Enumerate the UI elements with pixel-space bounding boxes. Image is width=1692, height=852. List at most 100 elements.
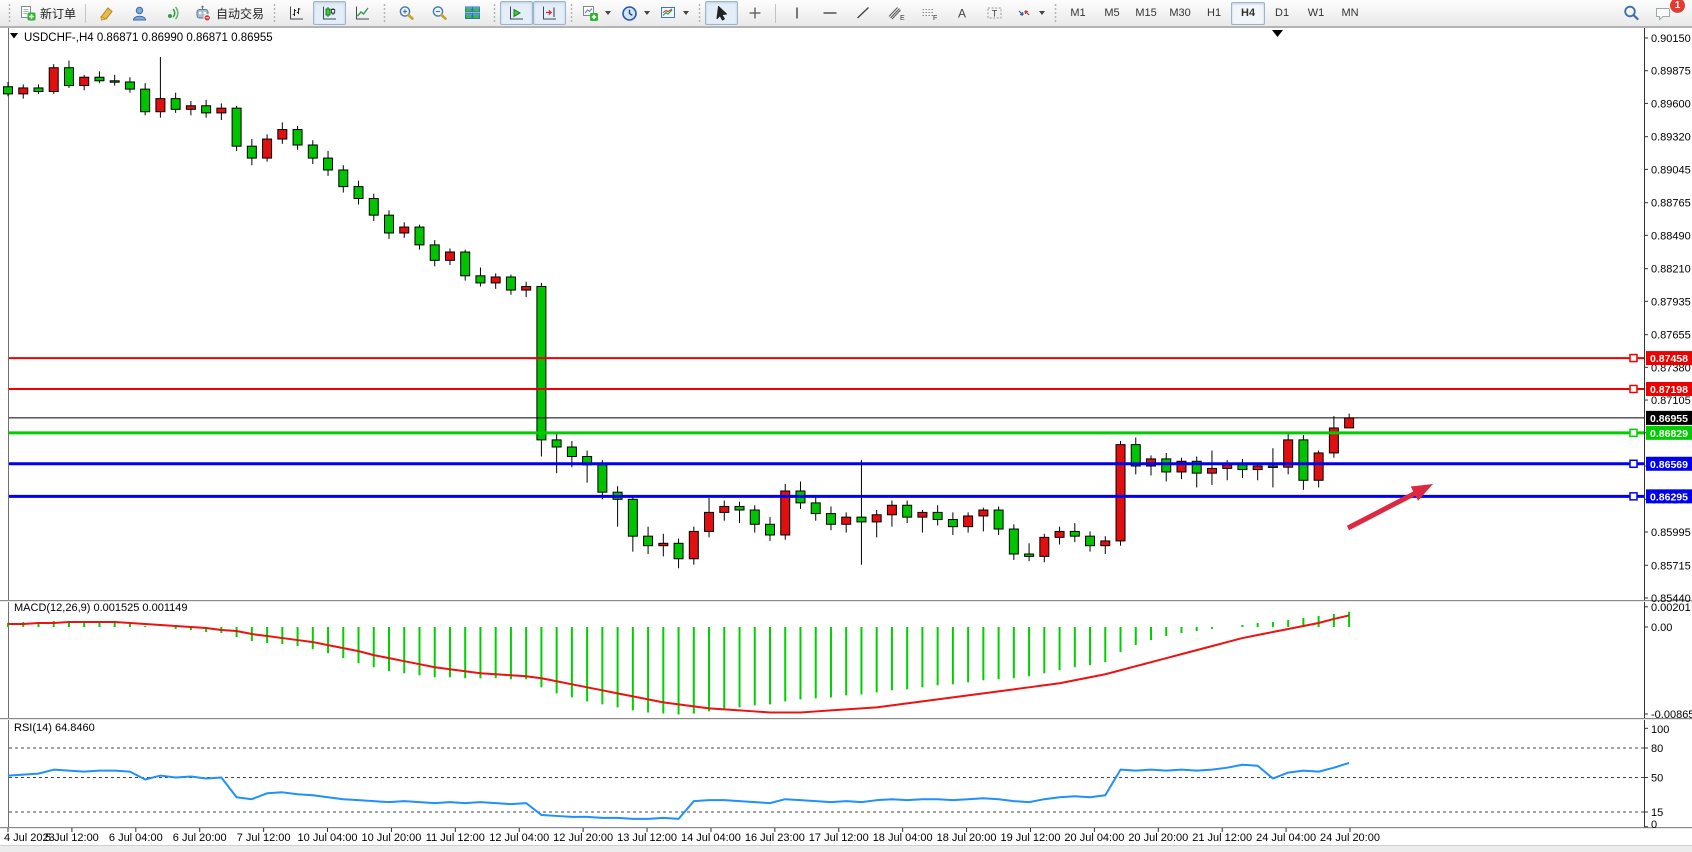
periods-dropdown[interactable]	[616, 1, 655, 25]
svg-text:USDCHF-,H4 0.86871 0.86990 0.: USDCHF-,H4 0.86871 0.86990 0.86871 0.869…	[24, 32, 273, 44]
period-button-MN[interactable]: MN	[1341, 7, 1359, 19]
bar-chart-icon	[288, 5, 305, 21]
svg-text:0.88210: 0.88210	[1651, 264, 1691, 276]
period-button-M30[interactable]: M30	[1169, 7, 1191, 19]
trader-icon	[131, 5, 148, 22]
search-button[interactable]	[1614, 1, 1647, 25]
svg-text:0.86829: 0.86829	[1650, 428, 1688, 440]
svg-text:T: T	[991, 9, 997, 19]
candlestick-chart-icon	[321, 5, 338, 21]
svg-text:50: 50	[1651, 773, 1663, 785]
period-button-H4[interactable]: H4	[1231, 1, 1266, 25]
svg-text:0.87380: 0.87380	[1651, 362, 1691, 374]
equidistant-channel-button[interactable]: E	[879, 1, 912, 25]
indicators-dropdown[interactable]	[577, 1, 616, 25]
svg-text:12 Jul 20:00: 12 Jul 20:00	[553, 832, 613, 844]
svg-text:0.87935: 0.87935	[1651, 296, 1691, 308]
svg-text:0.85715: 0.85715	[1651, 560, 1691, 572]
quote-header: USDCHF-,H4 0.86871 0.86990 0.86871 0.869…	[10, 32, 273, 44]
toolbar-grip	[492, 4, 498, 22]
new-order-label: 新订单	[40, 6, 77, 21]
svg-text:0.85995: 0.85995	[1651, 527, 1691, 539]
svg-text:17 Jul 12:00: 17 Jul 12:00	[809, 832, 869, 844]
svg-text:5 Jul 12:00: 5 Jul 12:00	[45, 832, 99, 844]
svg-text:-0.008654: -0.008654	[1651, 709, 1692, 721]
line-chart-button[interactable]	[346, 1, 379, 25]
svg-text:0.87105: 0.87105	[1651, 395, 1691, 407]
vertical-line-button[interactable]	[780, 1, 813, 25]
chart-shift-button[interactable]	[533, 1, 567, 25]
autotrading-button[interactable]: 自动交易	[189, 1, 269, 25]
macd-indicator-panel: MACD(12,26,9) 0.001525 0.001149 0.00201 0.…	[7, 602, 1692, 721]
templates-dropdown[interactable]	[655, 1, 694, 25]
toolbar-grip	[1053, 4, 1059, 22]
svg-text:0.90150: 0.90150	[1651, 33, 1691, 45]
dropdown-caret-icon	[683, 11, 690, 15]
svg-text:0.89045: 0.89045	[1651, 164, 1691, 176]
svg-text:0.89600: 0.89600	[1651, 98, 1691, 110]
crosshair-icon	[747, 5, 763, 21]
svg-text:21 Jul 12:00: 21 Jul 12:00	[1192, 832, 1252, 844]
price-badge: 0.87458	[1646, 351, 1692, 366]
auto-scroll-button[interactable]	[500, 1, 534, 25]
window-bottom-edge	[0, 845, 1692, 852]
fibonacci-button[interactable]: F	[912, 1, 945, 25]
zoom-out-button[interactable]	[423, 1, 456, 25]
search-icon	[1622, 4, 1640, 22]
svg-text:15: 15	[1651, 807, 1663, 819]
svg-text:10 Jul 20:00: 10 Jul 20:00	[361, 832, 421, 844]
svg-text:24 Jul 04:00: 24 Jul 04:00	[1256, 832, 1316, 844]
horizontal-level-lines[interactable]: 0.87458 0.87198 0.86955 0.86829 0.86569 0.862…	[9, 351, 1692, 504]
horizontal-line-button[interactable]	[813, 1, 846, 25]
chart-frame	[0, 27, 1692, 829]
period-button-W1[interactable]: W1	[1307, 7, 1325, 19]
chat-button[interactable]: 1	[1647, 0, 1686, 25]
zoom-in-button[interactable]	[390, 1, 423, 25]
trader-button[interactable]	[123, 1, 156, 25]
svg-text:A: A	[958, 7, 966, 21]
period-button-M15[interactable]: M15	[1135, 7, 1157, 19]
period-button-M5[interactable]: M5	[1104, 7, 1120, 19]
svg-text:RSI(14) 64.8460: RSI(14) 64.8460	[14, 722, 95, 734]
svg-text:100: 100	[1651, 724, 1669, 736]
period-button-H1[interactable]: H1	[1207, 7, 1222, 19]
svg-text:0.88490: 0.88490	[1651, 230, 1691, 242]
trendline-button[interactable]	[846, 1, 879, 25]
zoom-out-icon	[431, 5, 448, 22]
chart-menu-arrow-icon[interactable]	[1272, 30, 1283, 37]
new-order-button[interactable]: 新订单	[15, 1, 81, 25]
price-badge: 0.86569	[1646, 456, 1692, 471]
svg-text:80: 80	[1651, 743, 1663, 755]
cursor-button[interactable]	[705, 1, 739, 25]
toolbar-grip	[7, 4, 12, 22]
arrows-icon	[1016, 5, 1033, 21]
signals-button[interactable]	[156, 1, 189, 25]
bar-chart-button[interactable]	[280, 1, 313, 25]
arrows-dropdown[interactable]	[1011, 1, 1050, 25]
text-button[interactable]: A	[945, 1, 978, 25]
toolbar-grip	[697, 4, 703, 22]
svg-text:10 Jul 04:00: 10 Jul 04:00	[298, 832, 358, 844]
period-button-M1[interactable]: M1	[1070, 7, 1086, 19]
signals-icon	[164, 5, 181, 22]
svg-text:0.00: 0.00	[1651, 622, 1672, 634]
highlighter-button[interactable]	[90, 1, 123, 25]
price-badge: 0.86295	[1646, 489, 1692, 504]
main-toolbar: 新订单	[0, 0, 1692, 27]
tile-windows-icon	[464, 5, 481, 21]
crosshair-button[interactable]	[738, 1, 771, 25]
svg-text:0.86569: 0.86569	[1650, 459, 1688, 471]
rsi-indicator-panel: RSI(14) 64.8460 100 80 50 150	[7, 722, 1669, 831]
tile-windows-button[interactable]	[456, 1, 489, 25]
period-button-D1[interactable]: D1	[1275, 7, 1290, 19]
annotation-arrow-icon[interactable]	[1346, 484, 1433, 531]
text-label-button[interactable]: T	[978, 1, 1011, 25]
zoom-in-icon	[398, 5, 415, 22]
svg-text:0.87198: 0.87198	[1650, 384, 1688, 396]
horizontal-line-icon	[821, 5, 839, 21]
candlestick-chart-button[interactable]	[313, 1, 347, 25]
toolbar-grip	[382, 4, 388, 22]
